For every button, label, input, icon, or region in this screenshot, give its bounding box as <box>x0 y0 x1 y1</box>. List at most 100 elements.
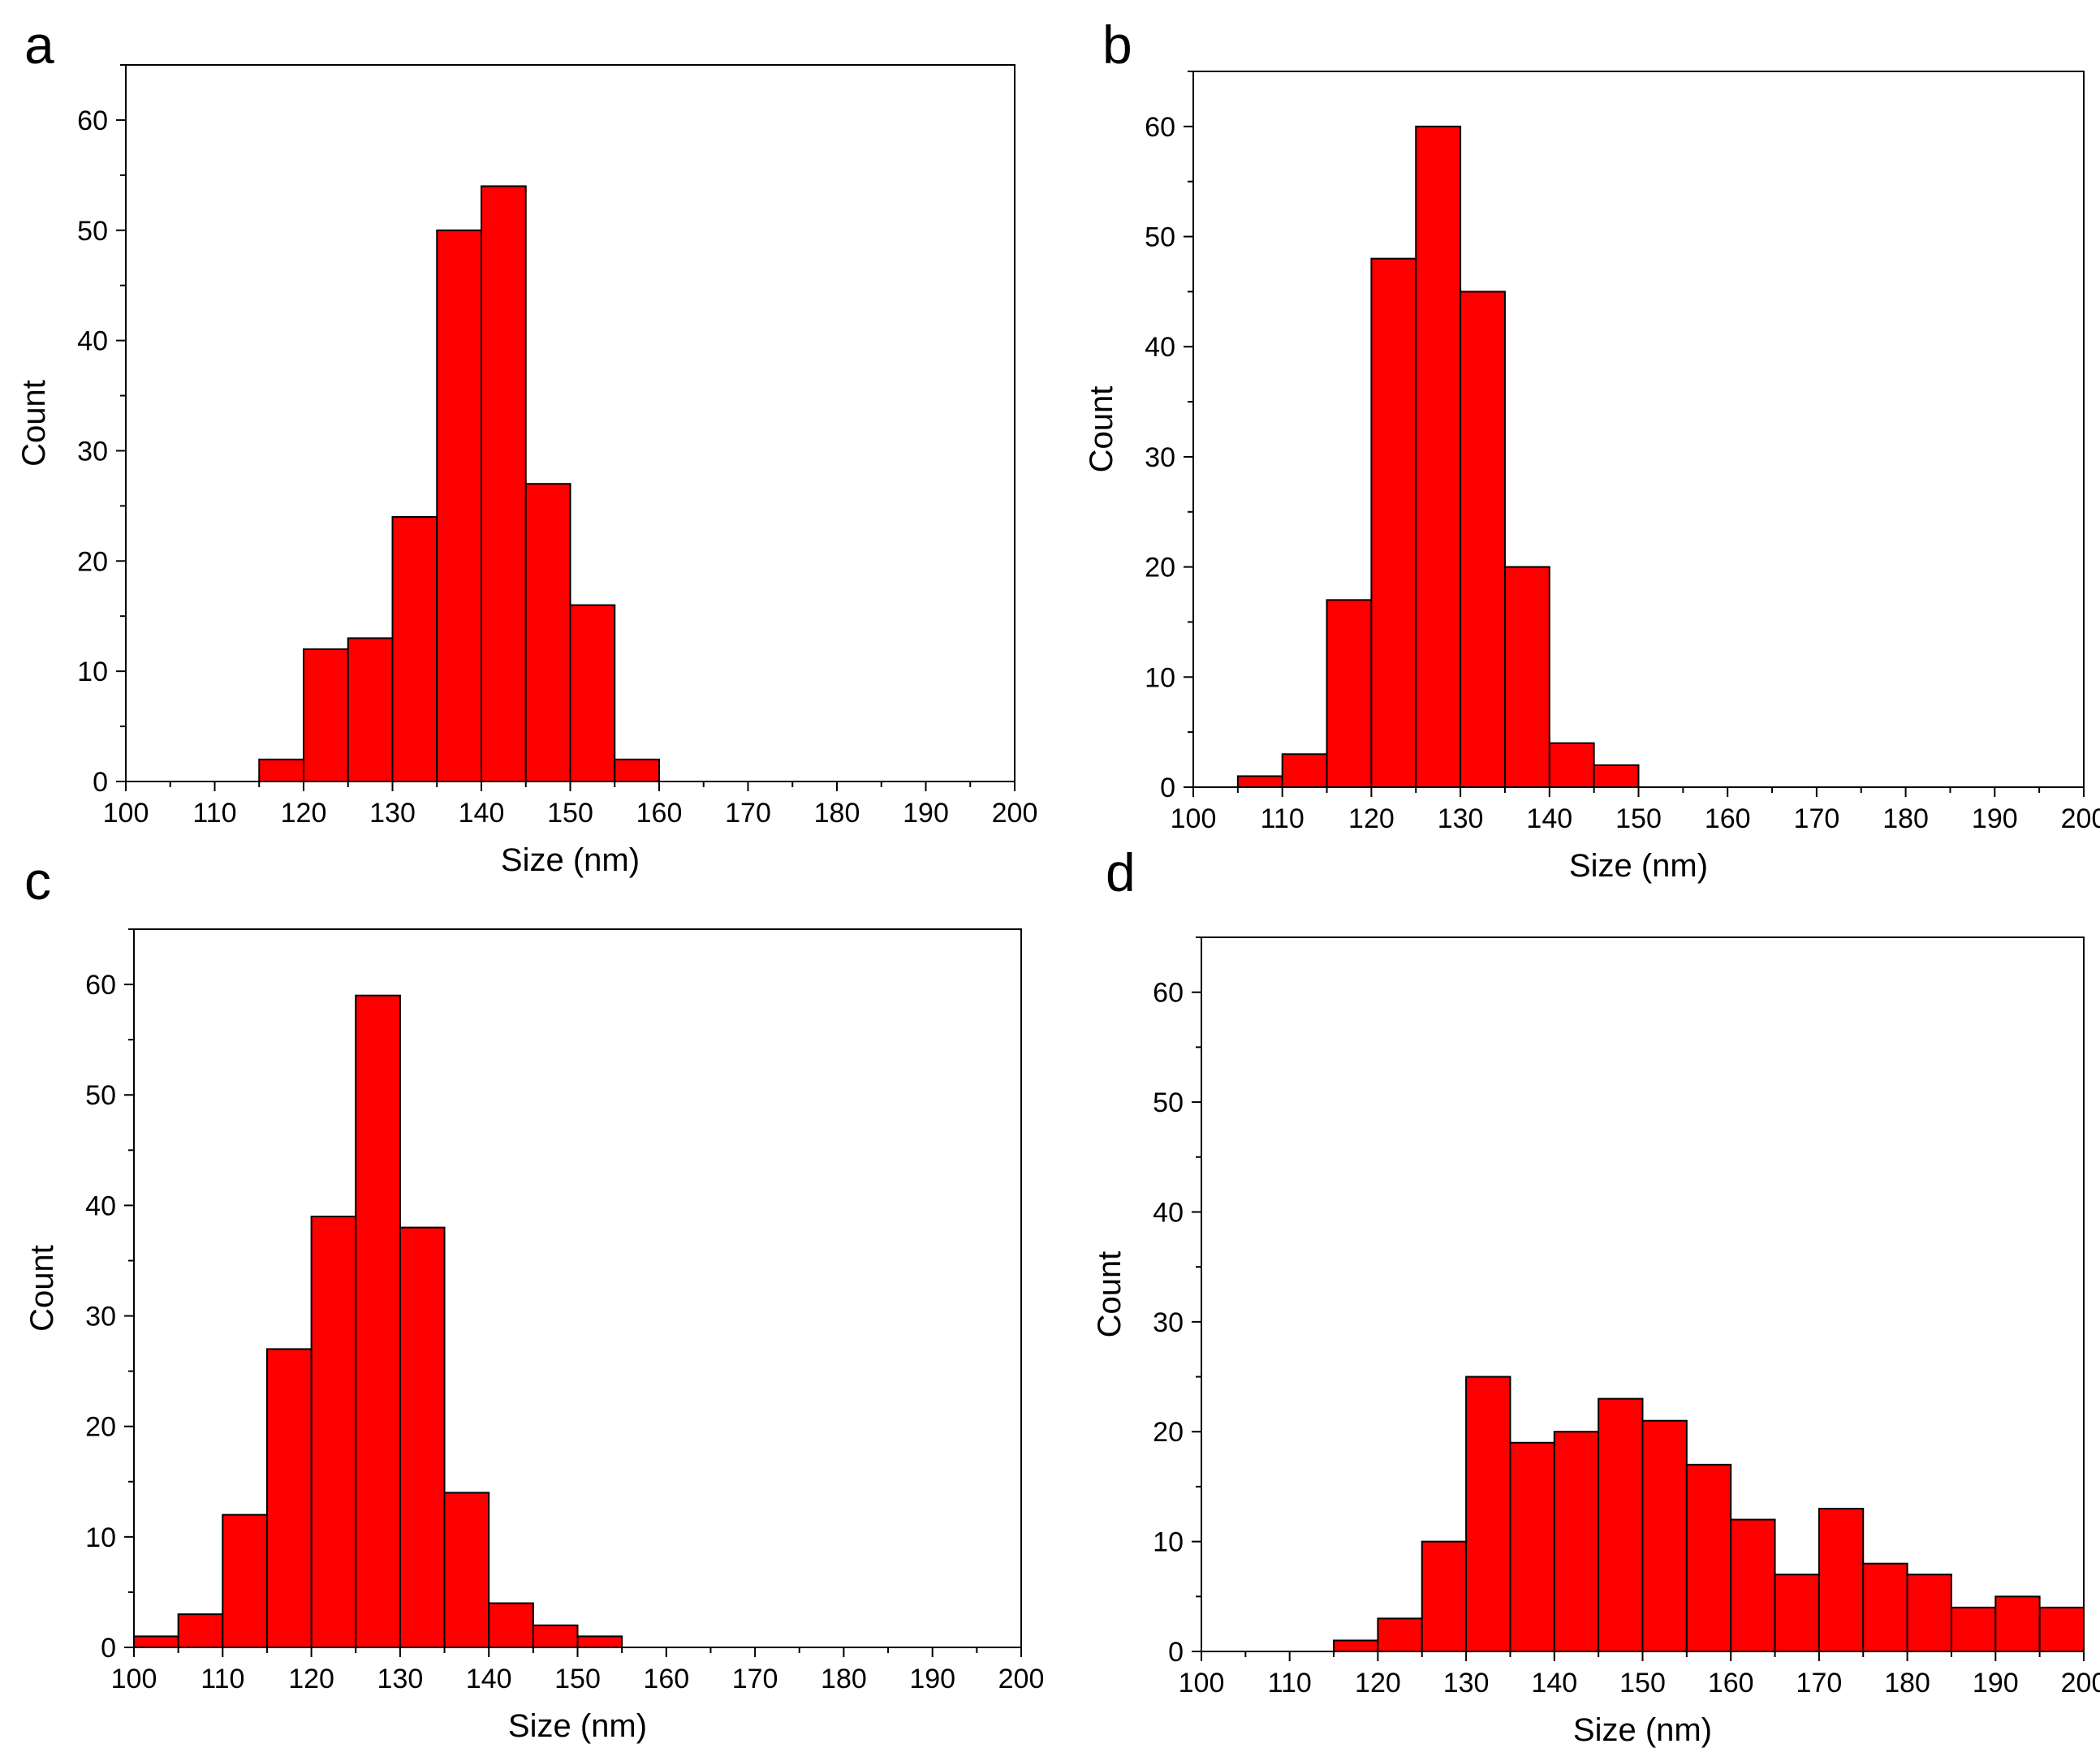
x-axis-title: Size (nm) <box>1573 1712 1712 1748</box>
x-tick-label: 140 <box>466 1664 512 1694</box>
x-tick-label: 190 <box>909 1664 955 1694</box>
y-tick-label: 30 <box>77 436 108 467</box>
x-tick-label: 110 <box>1261 803 1304 834</box>
histogram-bar <box>133 1635 179 1649</box>
histogram-bar <box>488 1602 534 1648</box>
x-tick-label: 100 <box>111 1664 157 1694</box>
histogram-bar <box>1906 1574 1952 1652</box>
x-tick-label: 140 <box>1526 803 1572 834</box>
histogram-bar <box>1377 1617 1423 1653</box>
y-tick-label: 50 <box>1153 1087 1184 1118</box>
x-tick-label: 160 <box>636 798 683 829</box>
histogram-bar <box>1862 1562 1908 1652</box>
x-tick-label: 120 <box>288 1664 334 1694</box>
y-tick-label: 50 <box>1145 222 1175 253</box>
histogram-bar <box>524 483 571 782</box>
histogram-bar <box>443 1492 490 1649</box>
x-tick-label: 120 <box>1355 1668 1401 1699</box>
chart-panel-c: c 100 110 120 130 140 150 160 170 180 190 200 0 10 20 3… <box>24 850 1044 1744</box>
histogram-bar <box>355 994 401 1648</box>
y-tick-label: 0 <box>1168 1637 1184 1668</box>
y-tick-label: 50 <box>77 216 108 247</box>
histogram-bar <box>1370 257 1417 788</box>
x-tick-label: 130 <box>1443 1668 1490 1699</box>
x-tick-label: 110 <box>1268 1668 1312 1699</box>
panel-label: d <box>1106 842 1136 902</box>
x-tick-label: 190 <box>1972 803 2018 834</box>
histogram-bar <box>1281 753 1328 788</box>
x-tick-label: 190 <box>903 798 949 829</box>
y-axis-title: Count <box>24 1245 60 1332</box>
y-tick-label: 20 <box>77 546 108 577</box>
y-tick-label: 10 <box>77 657 108 687</box>
x-axis-title: Size (nm) <box>1569 848 1708 884</box>
histogram-bar <box>1730 1518 1776 1652</box>
panel-label: c <box>24 850 51 911</box>
y-tick-label: 60 <box>1153 978 1184 1009</box>
histogram-bar <box>1465 1376 1511 1652</box>
y-tick-label: 30 <box>1153 1307 1184 1338</box>
x-tick-label: 100 <box>103 798 149 829</box>
histogram-bar <box>1236 775 1283 789</box>
histogram-bar <box>1685 1463 1732 1653</box>
x-tick-label: 170 <box>732 1664 778 1694</box>
x-tick-label: 180 <box>1884 1668 1930 1699</box>
panel-label: b <box>1102 15 1132 75</box>
histogram-bar <box>1598 1397 1644 1652</box>
histogram-bar <box>1774 1574 1820 1652</box>
x-tick-label: 140 <box>1531 1668 1577 1699</box>
histogram-bar <box>532 1624 579 1649</box>
histogram-bar <box>1326 599 1373 788</box>
x-tick-label: 200 <box>2061 1668 2100 1699</box>
x-tick-label: 200 <box>2061 803 2100 834</box>
y-tick-label: 60 <box>1145 112 1175 143</box>
y-axis-title: Count <box>16 380 52 467</box>
histogram-bar <box>391 515 438 782</box>
x-tick-label: 180 <box>821 1664 867 1694</box>
y-tick-label: 60 <box>77 105 108 136</box>
histogram-bar <box>399 1226 446 1648</box>
y-tick-label: 30 <box>1145 442 1175 473</box>
x-tick-label: 180 <box>814 798 860 829</box>
histogram-bar <box>222 1513 268 1648</box>
y-tick-label: 0 <box>93 767 108 798</box>
x-tick-label: 150 <box>1619 1668 1666 1699</box>
y-tick-label: 10 <box>1145 662 1175 693</box>
panel-label: a <box>24 15 54 75</box>
y-tick-label: 20 <box>1145 553 1175 583</box>
histogram-bar <box>436 229 482 782</box>
y-tick-label: 60 <box>85 970 116 1001</box>
histogram-bar <box>1503 566 1550 788</box>
histogram-bar <box>1994 1595 2041 1653</box>
histogram-bar <box>1641 1419 1688 1652</box>
y-tick-label: 40 <box>1153 1197 1184 1228</box>
y-tick-label: 50 <box>85 1080 116 1111</box>
x-tick-label: 170 <box>725 798 771 829</box>
y-tick-label: 40 <box>1145 332 1175 363</box>
y-tick-label: 0 <box>1160 773 1175 803</box>
histogram-bar <box>1593 764 1640 788</box>
x-tick-label: 200 <box>992 798 1038 829</box>
x-tick-label: 140 <box>459 798 505 829</box>
x-tick-label: 150 <box>554 1664 601 1694</box>
chart-panel-b: b 100 110 120 130 140 150 160 170 180 190 200 0 10 20 3… <box>1084 15 2100 884</box>
histogram-bar <box>1333 1639 1379 1653</box>
histogram-bar <box>1950 1606 1997 1653</box>
histogram-bar <box>258 758 304 782</box>
chart-panel-d: d 100 110 120 130 140 150 160 170 180 190 200 0 10 20 3… <box>1092 842 2100 1748</box>
x-tick-label: 150 <box>1615 803 1662 834</box>
histogram-bar <box>310 1216 357 1648</box>
histogram-bar <box>1460 291 1506 788</box>
histogram-bar <box>569 604 616 783</box>
y-tick-label: 40 <box>85 1191 116 1221</box>
x-axis-title: Size (nm) <box>508 1708 647 1744</box>
histogram-bar <box>1509 1441 1555 1653</box>
chart-panel-a: a 100 110 120 130 140 150 160 170 180 190 200 0 10 20 3… <box>16 15 1037 878</box>
histogram-bar <box>1415 125 1462 789</box>
x-tick-label: 170 <box>1794 803 1840 834</box>
x-tick-label: 100 <box>1171 803 1217 834</box>
histogram-bar <box>1421 1540 1468 1652</box>
x-tick-label: 200 <box>998 1664 1045 1694</box>
histogram-bar <box>614 758 660 782</box>
